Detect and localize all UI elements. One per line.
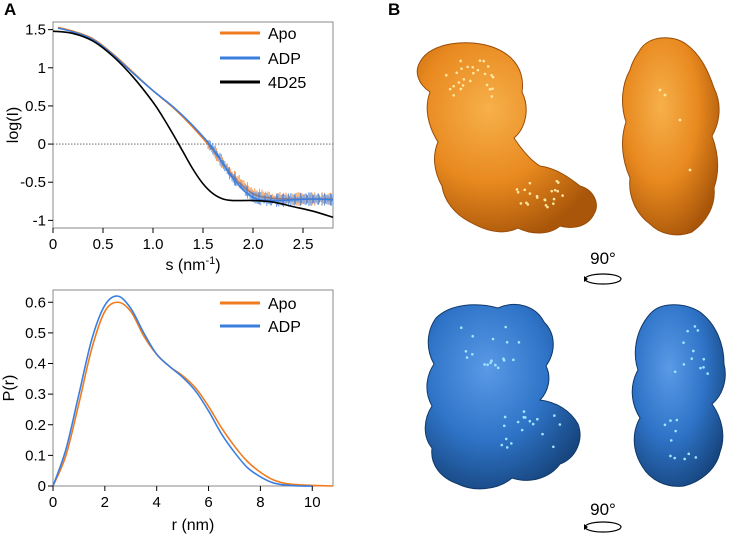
x-tick-label: 10 <box>304 494 321 511</box>
series-line-apo <box>52 301 334 487</box>
pr-distribution-chart: 0 2 4 6 8 10 00.10.20.30.40.50.6 P(r) r (nm) … <box>1 289 334 534</box>
legend-label-4d25: 4D25 <box>268 75 306 92</box>
series-line-4d25 <box>52 30 334 219</box>
x-tick-label: 1.0 <box>143 236 164 253</box>
y-tick-label: -1 <box>33 212 46 229</box>
legend: Apo ADP <box>220 296 301 336</box>
rotation-arrow-icon <box>584 521 622 533</box>
y-tick-label: 0 <box>38 478 46 495</box>
x-tick-label: 4 <box>153 494 161 511</box>
legend-label-adp: ADP <box>268 319 301 336</box>
y-tick-label: 1 <box>38 60 46 77</box>
y-tick-label: -0.5 <box>20 174 46 191</box>
y-tick-label: 0.5 <box>25 325 46 342</box>
x-tick-label: 2.0 <box>243 236 264 253</box>
panel-label-a: A <box>4 0 16 19</box>
rotation-indicator-top: 90° <box>584 249 622 285</box>
x-tick-label: 0.5 <box>93 236 114 253</box>
x-tick-label: 0 <box>49 236 57 253</box>
x-axis-title: s (nm-1) <box>165 255 220 274</box>
legend-label-apo: Apo <box>268 296 297 313</box>
plot-frame <box>52 289 334 487</box>
x-tick-label: 0 <box>49 494 57 511</box>
adp-surface-front <box>424 304 581 490</box>
adp-surface-highlights <box>459 325 709 461</box>
apo-side-dots <box>658 88 692 172</box>
x-tick-label: 2.5 <box>293 236 314 253</box>
y-tick-label: 1.5 <box>25 22 46 39</box>
y-axis-title: log(I) <box>5 107 22 143</box>
scattering-chart: 0 0.5 1.0 1.5 2.0 2.5 -1 -0.5 0 0.5 1 1.5 log(I) s… <box>5 21 334 274</box>
x-tick-label: 6 <box>204 494 212 511</box>
x-tick-label: 2 <box>101 494 109 511</box>
rotation-angle-label: 90° <box>590 249 616 268</box>
x-axis-title: r (nm) <box>172 517 215 534</box>
error-bars-adp <box>207 140 334 208</box>
x-tick-label: 1.5 <box>193 236 214 253</box>
rotation-indicator-bottom: 90° <box>584 500 622 533</box>
y-tick-label: 0 <box>38 136 46 153</box>
y-tick-label: 0.4 <box>25 356 46 373</box>
apo-surface-side <box>622 37 720 236</box>
apo-surface-highlights <box>444 59 564 209</box>
plot-frame <box>52 21 334 229</box>
legend-label-apo: Apo <box>268 26 297 43</box>
y-tick-label: 0.1 <box>25 447 46 464</box>
panel-label-b: B <box>388 0 400 19</box>
y-tick-label: 0.3 <box>25 386 46 403</box>
y-tick-label: 0.6 <box>25 294 46 311</box>
apo-surface-front <box>416 42 597 234</box>
x-tick-label: 8 <box>256 494 264 511</box>
legend: Apo ADP 4D25 <box>220 26 306 92</box>
legend-label-adp: ADP <box>268 51 301 68</box>
y-axis-title: P(r) <box>1 375 18 402</box>
rotation-angle-label: 90° <box>590 500 616 519</box>
rotation-arrow-head-icon <box>584 276 588 282</box>
adp-surface-side <box>631 304 726 487</box>
rotation-arrow-head-icon <box>584 524 588 530</box>
y-tick-label: 0.2 <box>25 417 46 434</box>
series-line-adp <box>52 295 313 487</box>
y-tick-label: 0.5 <box>25 98 46 115</box>
rotation-arrow-icon <box>584 273 622 285</box>
